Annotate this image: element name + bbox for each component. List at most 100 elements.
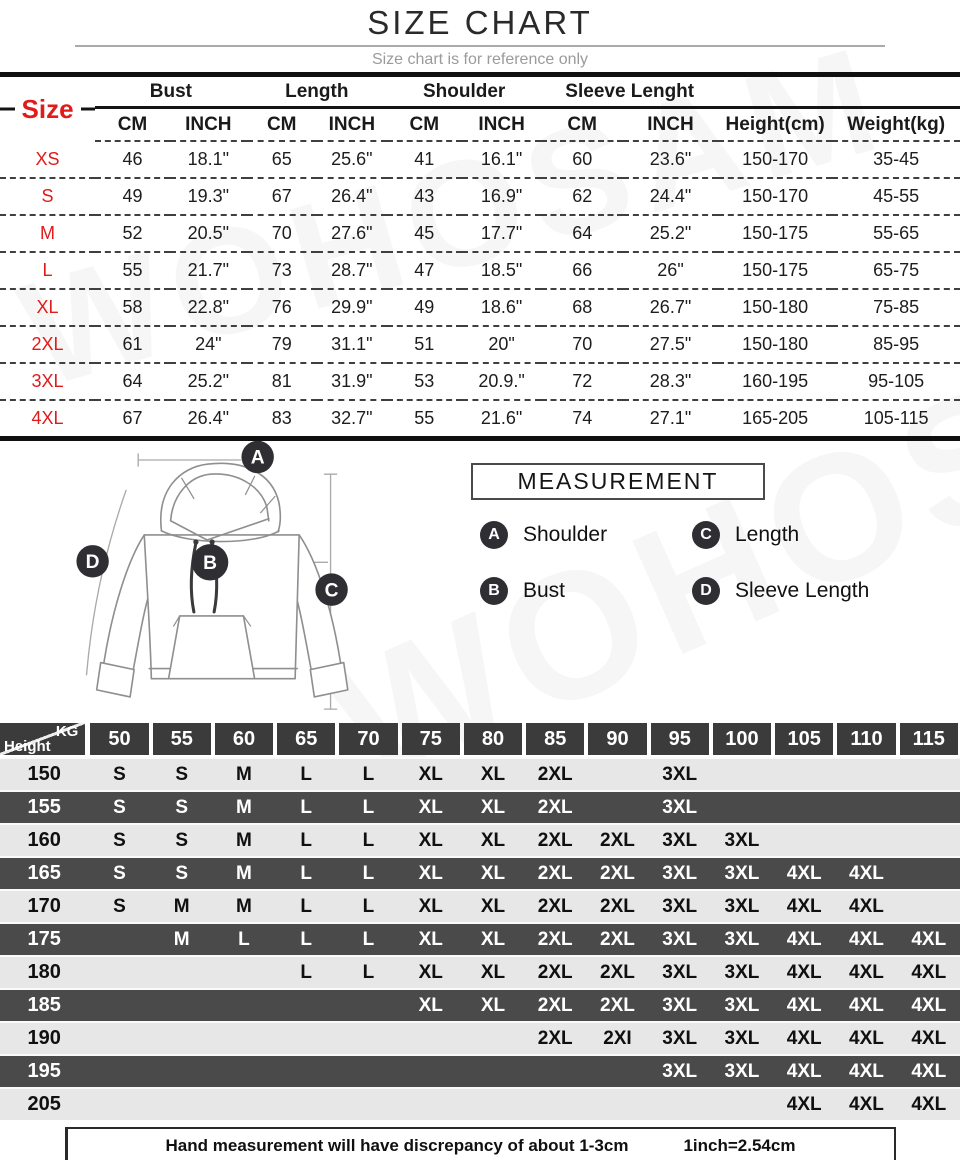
size-row-value: 26.7"	[623, 288, 719, 326]
matrix-cell: 4XL	[835, 1087, 898, 1120]
matrix-cell: 3XL	[710, 988, 774, 1022]
size-row-value: 31.9"	[316, 362, 387, 400]
matrix-cell: 4XL	[835, 955, 898, 989]
unit-header: CM	[95, 107, 170, 142]
size-row-value: 55	[386, 399, 462, 439]
matrix-cell: 4XL	[835, 1021, 898, 1055]
matrix-row: 195 3XL 3XL 4XL 4XL 4XL	[0, 1054, 960, 1088]
matrix-cell: 3XL	[648, 790, 711, 824]
matrix-cell: 2XL	[524, 823, 587, 857]
matrix-cell: 3XL	[710, 856, 774, 890]
unit-header: INCH	[461, 107, 542, 142]
size-table-row: 3XL 64 25.2" 81 31.9" 53 20.9." 72 28.3" 160-195 9…	[0, 362, 960, 400]
size-row-value: 81	[246, 362, 317, 400]
legend-label: Bust	[523, 579, 566, 602]
size-row-value: 70	[246, 214, 317, 252]
size-table-unit-row: CM INCH CM INCH CM INCH CM INCH Height(c…	[0, 107, 960, 142]
matrix-cell	[337, 1054, 400, 1088]
matrix-cell	[275, 1087, 338, 1120]
matrix-cell	[399, 1054, 462, 1088]
size-table-group-row: Size Bust Length Shoulder Sleeve Lenght	[0, 74, 960, 141]
matrix-height-label: 160	[0, 823, 89, 857]
matrix-cell: 3XL	[710, 955, 774, 989]
matrix-cell: 4XL	[773, 988, 836, 1022]
size-row-value: 46	[122, 149, 143, 169]
matrix-row: 185 XL XL 2XL 2XL 3XL 3XL 4XL 4XL 4XL	[0, 988, 960, 1022]
matrix-cell: XL	[399, 889, 462, 923]
matrix-cell: 4XL	[835, 922, 898, 956]
matrix-cell	[88, 955, 151, 989]
matrix-cell: XL	[461, 955, 525, 989]
measurement-section: A B C D MEASUREMENT A Shoulder	[0, 440, 960, 721]
matrix-cell: XL	[399, 922, 462, 956]
matrix-weight-header: 100	[711, 721, 773, 758]
matrix-cell	[461, 1087, 525, 1120]
group-header-shoulder: Shoulder	[386, 74, 542, 109]
size-corner-label: Size	[14, 93, 81, 125]
title-divider	[75, 45, 885, 47]
matrix-cell	[897, 856, 960, 890]
size-row-label: XL	[0, 288, 96, 326]
matrix-cell	[337, 1021, 400, 1055]
unit-header: INCH	[623, 107, 719, 142]
matrix-cell	[88, 988, 151, 1022]
matrix-cell: XL	[461, 856, 525, 890]
matrix-cell: XL	[399, 988, 462, 1022]
group-header-spacer	[718, 74, 833, 109]
matrix-cell: 2XL	[524, 922, 587, 956]
matrix-cell: 2XL	[586, 955, 649, 989]
matrix-cell	[773, 823, 836, 857]
size-row-value: 105-115	[832, 399, 960, 439]
matrix-cell	[710, 790, 774, 824]
size-row-value: 22.8"	[169, 288, 247, 326]
size-row-value: 28.3"	[623, 362, 719, 400]
group-header-length: Length	[246, 74, 387, 109]
size-row-value: 45	[386, 214, 462, 252]
size-table-body: XS 46 18.1" 65 25.6" 41 16.1" 60 23.6" 150-170 35-…	[0, 141, 960, 439]
matrix-cell: 2XI	[586, 1021, 649, 1055]
matrix-cell	[835, 790, 898, 824]
matrix-cell: S	[150, 790, 213, 824]
matrix-cell: 4XL	[835, 1054, 898, 1088]
matrix-cell: M	[150, 922, 213, 956]
matrix-cell: L	[337, 922, 400, 956]
matrix-corner-kg-label: KG	[55, 723, 79, 740]
group-header-sleeve: Sleeve Lenght	[541, 74, 719, 109]
size-row-label: 4XL	[0, 399, 96, 439]
matrix-cell: L	[275, 922, 338, 956]
matrix-height-label: 190	[0, 1021, 89, 1055]
matrix-corner-height-label: Height	[4, 738, 51, 755]
size-table-row: XS 46 18.1" 65 25.6" 41 16.1" 60 23.6" 150-170 35-…	[0, 141, 960, 178]
matrix-cell	[897, 790, 960, 824]
hoodie-outline	[95, 462, 349, 698]
matrix-height-label: 175	[0, 922, 89, 956]
matrix-cell: XL	[461, 757, 525, 791]
matrix-cell	[897, 823, 960, 857]
size-row-label: 2XL	[0, 325, 96, 363]
unit-header: INCH	[316, 107, 387, 142]
legend-item-length: C Length	[692, 521, 799, 549]
matrix-weight-header: 55	[151, 721, 213, 758]
matrix-cell: 4XL	[773, 1021, 836, 1055]
matrix-cell: 4XL	[835, 889, 898, 923]
matrix-cell: 2XL	[524, 1021, 587, 1055]
unit-header: CM	[541, 107, 623, 142]
matrix-cell	[88, 1087, 151, 1120]
matrix-row: 165 S S M L L XL XL 2XL 2XL 3XL 3XL 4XL 4XL	[0, 856, 960, 890]
matrix-cell	[586, 757, 649, 791]
legend-badge-b: B	[480, 577, 508, 605]
diagram-badge-d: D	[76, 545, 109, 578]
matrix-cell	[461, 1021, 525, 1055]
size-row-value: 25.2"	[623, 214, 719, 252]
matrix-cell: XL	[399, 955, 462, 989]
matrix-cell	[212, 988, 276, 1022]
matrix-cell	[212, 1054, 276, 1088]
matrix-cell: 2XL	[524, 757, 587, 791]
matrix-cell: XL	[461, 823, 525, 857]
matrix-weight-header: 80	[462, 721, 524, 758]
legend-label: Shoulder	[523, 523, 608, 546]
matrix-cell: 2XL	[524, 988, 587, 1022]
size-row-value: 29.9"	[316, 288, 387, 326]
size-row-value: 53	[386, 362, 462, 400]
matrix-cell: 3XL	[710, 889, 774, 923]
